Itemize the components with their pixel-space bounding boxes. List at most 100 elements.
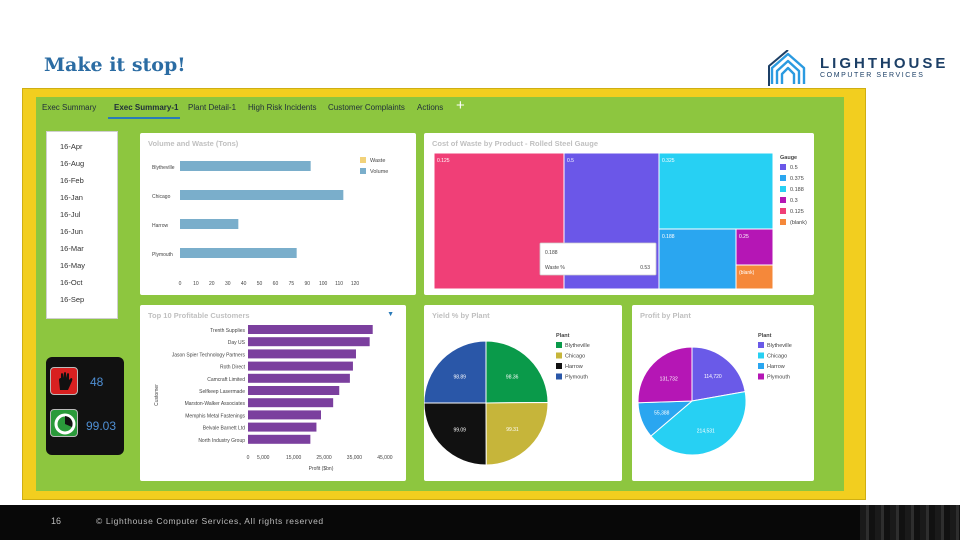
bar [180,190,344,200]
legend-label: Waste [370,158,385,164]
legend-swatch [758,373,764,380]
pie-slice [485,401,549,466]
cell-label: 0.188 [662,234,675,240]
tick-label: 0 [179,281,182,287]
tick-label: 100 [319,281,328,287]
tick-label: 45,000 [377,455,393,461]
list-item[interactable]: 16-Jun [60,227,83,236]
tab-customer-complaints[interactable]: Customer Complaints [328,103,405,112]
yield-pie-chart: 98.36 99.31 99.09 98.89 Plant Blytheville Chic… [423,333,590,466]
top10-customers-chart: Trenth Supplies Day US Jason Spier Technol… [154,311,394,472]
profit-panel: Profit by Plant 114,720 214,531 55,388 131,… [632,305,814,481]
legend-swatch [780,197,786,203]
data-label: 131,732 [660,376,678,382]
x-axis-label: Profit ($bn) [309,466,334,472]
cell-label: 0.5 [567,158,574,164]
bar [180,219,239,229]
bar [248,422,317,432]
tick-label: 15,000 [286,455,302,461]
legend-swatch [758,342,764,348]
tick-label: 50 [257,281,263,287]
tick-label: 120 [351,281,360,287]
tick-label: 0 [247,455,250,461]
legend-swatch [780,186,786,192]
pie-slice [637,346,693,404]
list-item[interactable]: 16-Aug [60,159,85,168]
tab-plant-detail-1[interactable]: Plant Detail-1 [188,103,237,112]
bar [248,386,340,395]
legend-label: Plymouth [767,375,790,381]
tab-bar: Exec Summary Exec Summary-1 Plant Detail… [36,97,844,123]
tab-actions[interactable]: Actions [417,103,444,112]
category-label: Marston-Walker Associates [185,401,246,407]
tab-exec-summary-1[interactable]: Exec Summary-1 [114,103,179,112]
profit-pie-chart: 114,720 214,531 55,388 131,732 Plant Blythevi… [637,333,792,456]
list-item[interactable]: 16-Mar [60,244,84,253]
bar [248,349,356,359]
legend-title: Plant [556,333,570,339]
cell-label: 0.25 [739,234,749,240]
list-item[interactable]: 16-May [60,261,86,270]
kpi-incidents-value: 48 [90,375,104,389]
legend-label: 0.188 [790,187,804,193]
slide-footer: 16 © Lighthouse Computer Services, All r… [0,505,960,540]
list-item[interactable]: 16-Jul [60,210,81,219]
legend-swatch [758,363,764,369]
data-label: 98.36 [506,375,519,381]
volume-waste-chart: Blytheville Chicago Harrow Plymouth 0 10 20 30 4… [152,157,388,287]
company-logo: LIGHTHOUSE COMPUTER SERVICES [768,49,945,90]
legend-swatch [360,168,366,174]
tick-label: 35,000 [347,455,363,461]
legend-label: Chicago [565,354,585,360]
tick-label: 40 [241,281,247,287]
treemap-cell [658,152,774,230]
legend-label: 0.5 [790,165,798,171]
active-tab-indicator [108,117,180,119]
tooltip-box [539,242,657,276]
tick-label: 110 [335,281,343,287]
data-label: 98.89 [453,375,466,381]
category-label: Trenth Supplies [210,328,245,334]
tick-label: 60 [273,281,279,287]
category-label: Blytheville [152,165,175,171]
category-label: Jason Spier Technology Partners [172,352,246,358]
date-filter-list: 16-Apr 16-Aug 16-Feb 16-Jan 16-Jul 16-Ju… [46,131,118,319]
bar [248,398,334,408]
add-tab-button[interactable]: + [456,97,465,114]
cell-label: (blank) [739,270,755,276]
category-label: Day US [228,340,246,346]
logo-wordmark: LIGHTHOUSE [820,55,949,72]
tab-exec-summary[interactable]: Exec Summary [42,103,97,112]
list-item[interactable]: 16-Feb [60,176,84,185]
list-item[interactable]: 16-Oct [60,278,83,287]
panel-title: Yield % by Plant [432,311,490,320]
bar [248,325,373,334]
tick-label: 10 [193,281,199,287]
lighthouse-logo-icon [768,49,806,86]
tab-high-risk-incidents[interactable]: High Risk Incidents [248,103,317,112]
list-item[interactable]: 16-Apr [60,142,83,151]
volume-waste-panel: Volume and Waste (Tons) Blytheville Chica… [140,133,416,295]
logo-subtitle: COMPUTER SERVICES [820,72,925,79]
pie-slice [650,391,747,456]
stop-hand-icon [50,367,78,395]
category-label: Harrow [152,223,169,229]
tick-label: 75 [289,281,295,287]
legend-label: Blytheville [767,343,792,349]
data-label: 99.09 [453,427,466,433]
tooltip-label: Waste % [545,265,565,271]
bar [180,161,311,171]
bar [248,337,370,347]
pie-slice [423,402,487,466]
list-item[interactable]: 16-Jan [60,193,83,202]
legend-swatch [556,352,562,359]
data-label: 55,388 [654,411,670,417]
legend-label: Plymouth [565,375,588,381]
cost-waste-treemap: 0.125 0.5 0.325 0.188 0.25 (blank) Gauge 0.5 0.3… [433,152,807,290]
legend-swatch [780,175,786,181]
legend-label: (blank) [790,220,807,226]
data-label: 99.31 [506,427,519,433]
list-item[interactable]: 16-Sep [60,295,85,304]
category-label: Belvale Barnett Ltd [203,426,245,432]
footer-image [860,505,960,540]
